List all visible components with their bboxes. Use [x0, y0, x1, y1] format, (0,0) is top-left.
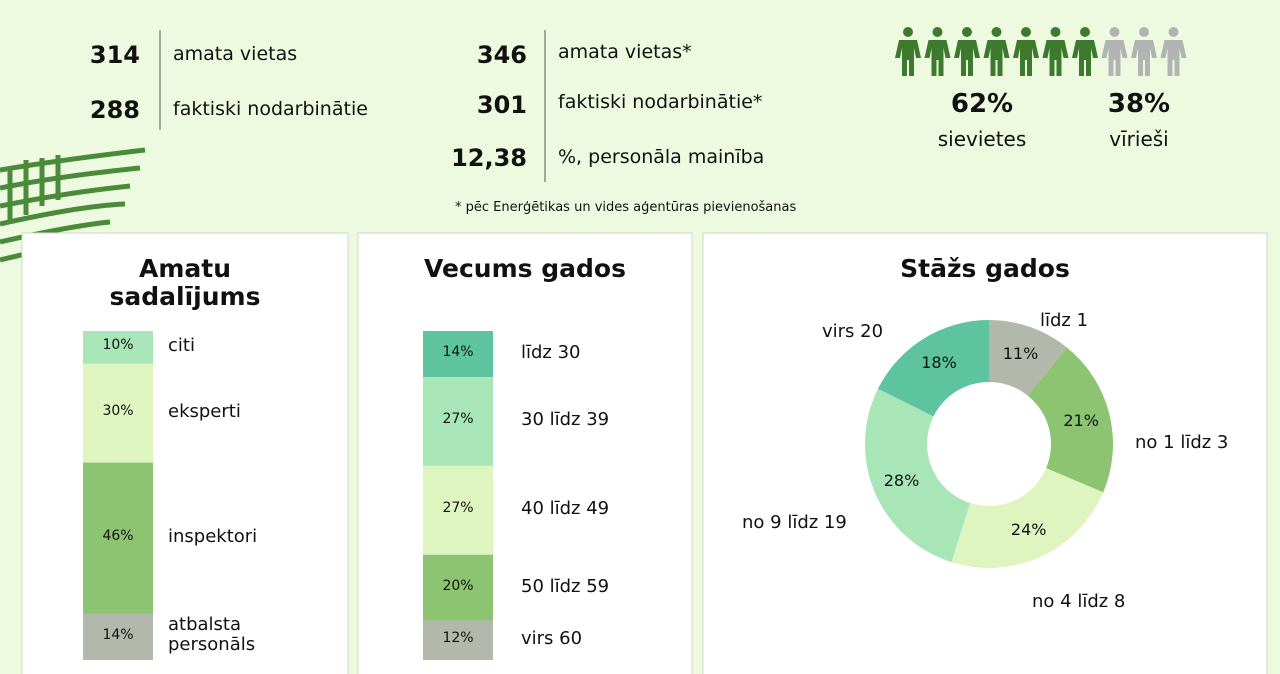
stat-label: faktiski nodarbinātie* — [558, 92, 762, 113]
stat-number: 288 — [40, 97, 140, 123]
person-icon — [1021, 27, 1031, 37]
value-label: 10% — [83, 338, 153, 353]
value-label: 20% — [423, 579, 493, 594]
category-label: 30 līdz 39 — [521, 410, 651, 430]
category-label: no 9 līdz 19 — [742, 513, 847, 533]
category-label: 50 līdz 59 — [521, 577, 651, 597]
panel — [358, 233, 692, 674]
value-label: 21% — [1046, 412, 1116, 430]
value-label: 46% — [83, 529, 153, 544]
stat-number: 314 — [40, 42, 140, 68]
category-label: virs 20 — [822, 322, 883, 342]
value-label: 18% — [904, 354, 974, 372]
value-label: 24% — [994, 521, 1064, 539]
person-icon — [895, 40, 921, 76]
value-label: 14% — [83, 628, 153, 643]
person-icon — [1013, 40, 1039, 76]
category-label: inspektori — [168, 527, 298, 547]
chart-title: Stāžs gados — [703, 255, 1267, 283]
value-label: 27% — [423, 412, 493, 427]
person-icon — [1043, 40, 1069, 76]
value-label: 12% — [423, 631, 493, 646]
person-icon — [925, 40, 951, 76]
value-label: 28% — [867, 472, 937, 490]
category-label: no 4 līdz 8 — [1032, 592, 1125, 612]
chart-title: Amatu sadalījums — [22, 255, 348, 310]
note: * pēc Enerģētikas un vides aģentūras pie… — [455, 201, 796, 215]
person-icon — [1072, 40, 1098, 76]
value-label: 30% — [83, 404, 153, 419]
person-icon — [992, 27, 1002, 37]
person-icon — [1131, 40, 1157, 76]
person-icon — [1110, 27, 1120, 37]
infographic: 314 amata vietas 288 faktiski nodarbināt… — [0, 0, 1280, 674]
person-icon — [1161, 40, 1187, 76]
person-icon — [1051, 27, 1061, 37]
stat-number: 12,38 — [427, 145, 527, 171]
person-icon — [1080, 27, 1090, 37]
stat-number: 301 — [427, 92, 527, 118]
person-icon — [903, 27, 913, 37]
stat-label: amata vietas* — [558, 42, 692, 63]
stat-label: %, personāla mainība — [558, 147, 764, 168]
person-icon — [1139, 27, 1149, 37]
men-share: 38% — [1089, 90, 1189, 119]
men-caption: vīrieši — [1069, 128, 1209, 150]
panel — [703, 233, 1267, 674]
category-label: virs 60 — [521, 629, 651, 649]
chart-title: Vecums gados — [358, 255, 692, 283]
category-label: eksperti — [168, 402, 298, 422]
category-label: atbalsta personāls — [168, 615, 298, 655]
person-icon — [1169, 27, 1179, 37]
stat-label: amata vietas — [173, 44, 297, 65]
stat-number: 346 — [427, 42, 527, 68]
category-label: līdz 30 — [521, 343, 651, 363]
category-label: līdz 1 — [1040, 311, 1088, 331]
category-label: 40 līdz 49 — [521, 499, 651, 519]
category-label: citi — [168, 336, 298, 356]
category-label: no 1 līdz 3 — [1135, 433, 1228, 453]
person-icon — [1102, 40, 1128, 76]
women-share: 62% — [932, 90, 1032, 119]
person-icon — [954, 40, 980, 76]
value-label: 14% — [423, 345, 493, 360]
person-icon — [962, 27, 972, 37]
value-label: 11% — [986, 345, 1056, 363]
person-icon — [933, 27, 943, 37]
person-icon — [984, 40, 1010, 76]
stat-label: faktiski nodarbinātie — [173, 99, 368, 120]
women-caption: sievietes — [912, 128, 1052, 150]
value-label: 27% — [423, 501, 493, 516]
